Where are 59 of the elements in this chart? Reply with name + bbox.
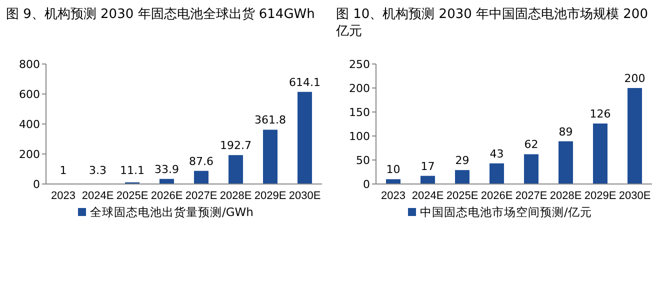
data-label: 29 bbox=[455, 154, 470, 168]
x-tick-label: 2028E bbox=[550, 190, 582, 202]
y-tick-label: 100 bbox=[349, 130, 370, 143]
x-tick-label: 2028E bbox=[220, 190, 252, 202]
data-label: 126 bbox=[590, 108, 611, 121]
bar bbox=[524, 154, 538, 184]
y-tick-label: 0 bbox=[33, 178, 40, 191]
data-label: 10 bbox=[386, 163, 400, 176]
data-label: 87.6 bbox=[189, 154, 214, 168]
x-tick-label: 2030E bbox=[288, 190, 321, 202]
data-label: 200 bbox=[624, 72, 646, 85]
data-label: 17 bbox=[420, 160, 435, 173]
data-label: 11.1 bbox=[120, 164, 144, 177]
x-tick-label: 2030E bbox=[618, 190, 651, 202]
data-label: 192.7 bbox=[220, 139, 252, 152]
bar bbox=[420, 176, 435, 184]
bar bbox=[490, 163, 504, 184]
x-tick-label: 2023 bbox=[381, 190, 406, 202]
x-tick-label: 2026E bbox=[150, 190, 183, 202]
y-tick-label: 50 bbox=[356, 154, 370, 167]
bar bbox=[593, 124, 608, 184]
data-label: 1 bbox=[60, 164, 67, 177]
y-tick-label: 200 bbox=[349, 82, 370, 95]
data-label: 89 bbox=[558, 125, 573, 138]
bar bbox=[386, 179, 400, 184]
bar bbox=[228, 155, 243, 184]
y-tick-label: 250 bbox=[349, 58, 370, 71]
y-tick-label: 600 bbox=[19, 88, 40, 101]
bar bbox=[455, 170, 470, 184]
chart-title: 图 10、机构预测 2030 年中国固态电池市场规模 200 亿元 bbox=[336, 6, 649, 40]
data-label: 614.1 bbox=[289, 76, 320, 89]
y-tick-label: 0 bbox=[363, 178, 370, 191]
data-label: 361.8 bbox=[254, 114, 286, 127]
x-tick-label: 2025E bbox=[116, 190, 148, 202]
bar bbox=[628, 88, 642, 184]
legend-label: 中国固态电池市场空间预测/亿元 bbox=[420, 205, 592, 219]
data-label: 62 bbox=[524, 138, 538, 152]
data-label: 3.3 bbox=[89, 164, 106, 177]
bar bbox=[263, 130, 278, 184]
y-tick-label: 200 bbox=[19, 148, 40, 161]
x-tick-label: 2029E bbox=[254, 190, 286, 202]
x-tick-label: 2027E bbox=[515, 190, 548, 202]
x-tick-label: 2029E bbox=[584, 190, 616, 202]
bar bbox=[558, 141, 573, 184]
chart-title: 图 9、机构预测 2030 年固态电池全球出货 614GWh bbox=[6, 6, 316, 23]
x-tick-label: 2026E bbox=[480, 190, 513, 202]
bar bbox=[298, 92, 312, 184]
x-tick-label: 2025E bbox=[446, 190, 478, 202]
y-tick-label: 800 bbox=[19, 58, 40, 71]
x-tick-label: 2023 bbox=[51, 190, 76, 202]
data-label: 33.9 bbox=[154, 162, 179, 176]
x-tick-label: 2027E bbox=[185, 190, 218, 202]
data-label: 43 bbox=[490, 147, 504, 160]
y-tick-label: 150 bbox=[349, 106, 370, 119]
x-tick-label: 2024E bbox=[412, 190, 444, 202]
bar bbox=[194, 170, 208, 184]
legend-label: 全球固态电池出货量预测/GWh bbox=[90, 205, 254, 219]
y-tick-label: 400 bbox=[19, 118, 40, 131]
x-tick-label: 2024E bbox=[82, 190, 114, 202]
